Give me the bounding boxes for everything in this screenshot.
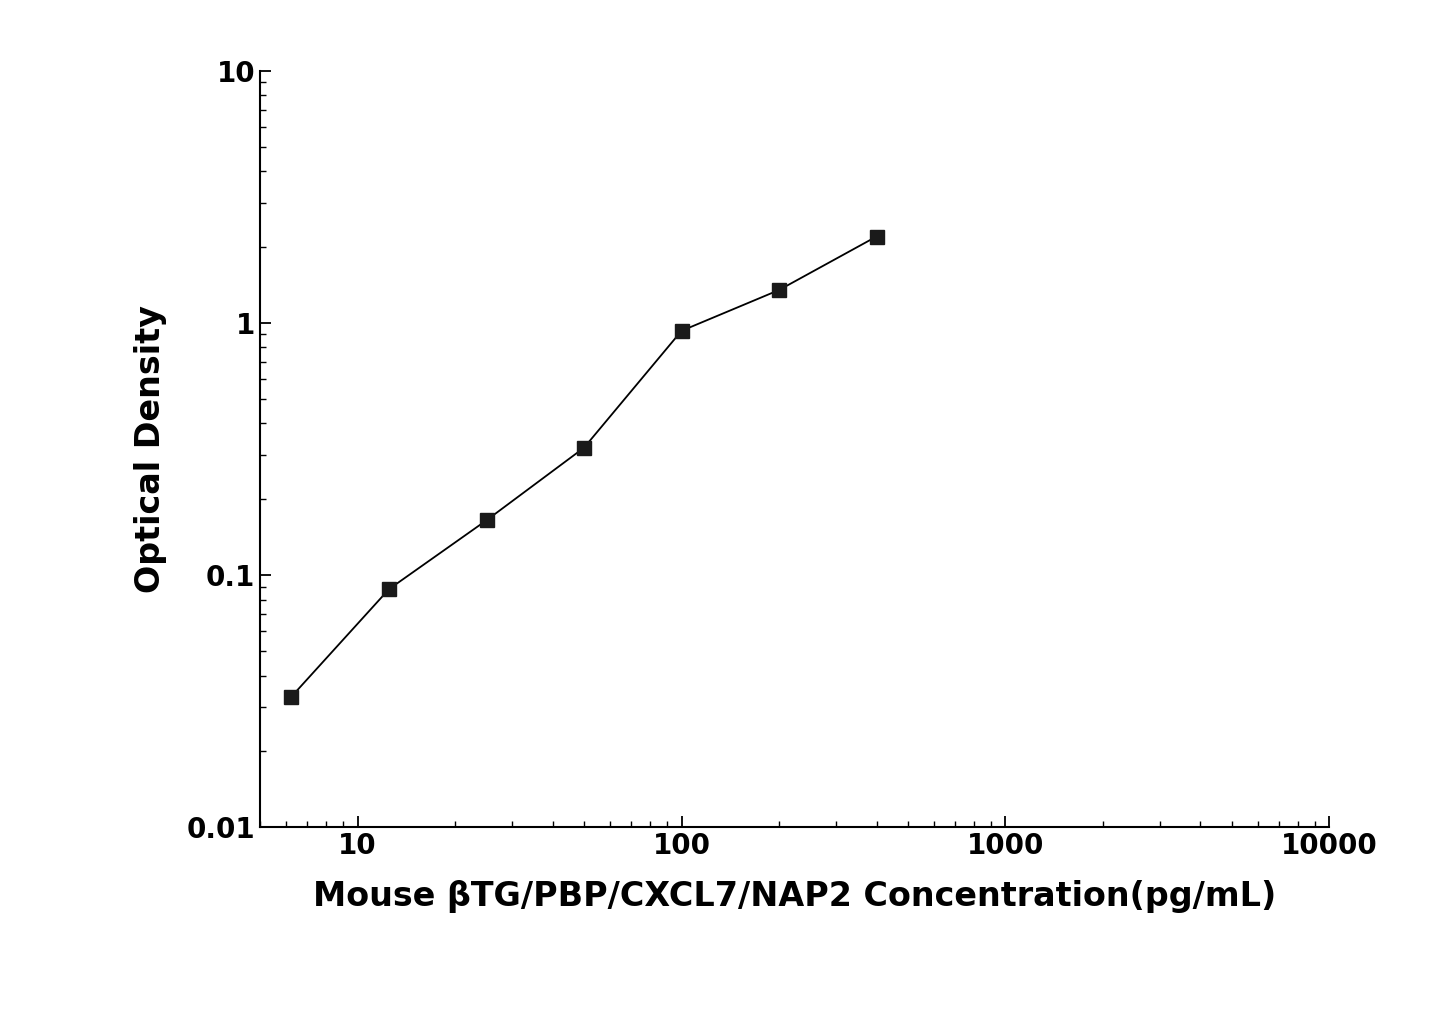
X-axis label: Mouse βTG/PBP/CXCL7/NAP2 Concentration(pg/mL): Mouse βTG/PBP/CXCL7/NAP2 Concentration(p…	[314, 880, 1276, 913]
Y-axis label: Optical Density: Optical Density	[134, 305, 168, 593]
